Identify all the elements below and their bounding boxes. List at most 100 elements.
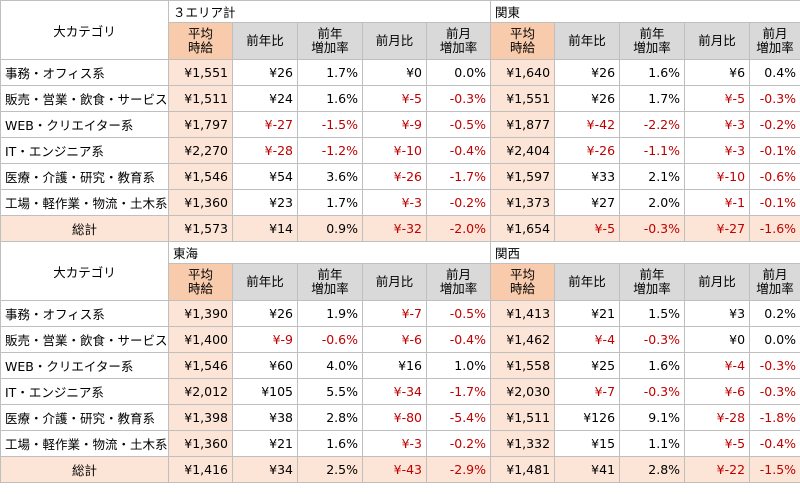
cell-yoy-rate: 1.6%: [619, 352, 686, 379]
cell-mom-diff: ¥-34: [362, 378, 427, 405]
column-header-line: 増加率: [311, 40, 349, 55]
column-header-line: 前月: [762, 26, 788, 41]
column-header-row: 平均 時給 前年比 前年 増加率 前月比 前月 増加率 平均 時給 前年比 前年 増加率 前月比 前月 増加率: [1, 263, 800, 301]
cell-mom-diff: ¥-26: [362, 163, 427, 190]
cell-mom-diff: ¥3: [684, 300, 751, 327]
column-header-yoy-diff: 前年比: [232, 263, 298, 301]
cell-yoy-diff: ¥-7: [554, 378, 621, 405]
column-header-line: 時給: [187, 281, 213, 296]
cell-yoy-rate: 1.5%: [619, 300, 686, 327]
column-header-line: 前年比: [568, 274, 606, 289]
cell-avg-wage: ¥1,360: [168, 430, 233, 457]
category-label: IT・エンジニア系: [0, 137, 169, 164]
cell-mom-diff: ¥16: [362, 352, 427, 379]
cell-yoy-rate: 2.0%: [619, 189, 686, 216]
wage-table-body: 大カテゴリ ３エリア計 関東 平均 時給 前年比 前年 増加率 前月比 前月 増加率 平均 時給 前年比前…: [0, 0, 800, 483]
cell-yoy-rate: -1.1%: [619, 137, 686, 164]
cell-avg-wage: ¥1,877: [490, 111, 556, 138]
cell-mom-rate: -0.3%: [749, 352, 800, 379]
cell-avg-wage: ¥1,373: [490, 189, 556, 216]
cell-mom-diff: ¥0: [684, 326, 751, 353]
cell-yoy-rate: 1.6%: [297, 85, 363, 112]
cell-yoy-diff: ¥26: [554, 85, 621, 112]
cell-yoy-rate: -0.3%: [619, 326, 686, 353]
total-row: 総計 ¥1,416 ¥34 2.5% ¥-43 -2.9% ¥1,481 ¥41 2.8% ¥-2…: [0, 456, 800, 483]
cell-avg-wage: ¥1,511: [490, 404, 556, 431]
cell-mom-diff: ¥0: [362, 59, 427, 86]
column-header-line: 前月比: [698, 33, 736, 48]
cell-yoy-diff: ¥15: [554, 430, 621, 457]
cell-avg-wage: ¥1,546: [168, 163, 233, 190]
cell-yoy-rate: 4.0%: [297, 352, 363, 379]
cell-mom-diff: ¥-3: [362, 430, 427, 457]
category-label: 事務・オフィス系: [0, 300, 169, 327]
table-row: IT・エンジニア系 ¥2,270 ¥-28 -1.2% ¥-10 -0.4% ¥2,404 ¥…: [0, 137, 800, 164]
cell-yoy-diff: ¥23: [232, 189, 298, 216]
cell-yoy-diff: ¥21: [554, 300, 621, 327]
cell-yoy-rate: 3.6%: [297, 163, 363, 190]
total-cell-mom-rate: -2.0%: [425, 215, 492, 242]
column-header-row: 平均 時給 前年比 前年 増加率 前月比 前月 増加率 平均 時給 前年比 前年 増加率 前月比 前月 増加率: [1, 22, 800, 60]
total-label: 総計: [0, 215, 169, 242]
cell-mom-rate: -0.4%: [425, 137, 492, 164]
cell-yoy-diff: ¥33: [554, 163, 621, 190]
cell-yoy-diff: ¥-26: [554, 137, 621, 164]
column-header-line: 平均: [510, 26, 536, 41]
cell-yoy-rate: -1.5%: [297, 111, 363, 138]
cell-mom-diff: ¥-10: [362, 137, 427, 164]
category-label: WEB・クリエイター系: [0, 111, 169, 138]
cell-yoy-diff: ¥-28: [232, 137, 298, 164]
column-header-mom-rate: 前月 増加率: [425, 22, 492, 60]
cell-mom-diff: ¥-5: [362, 85, 427, 112]
cell-avg-wage: ¥1,398: [168, 404, 233, 431]
cell-mom-rate: -0.3%: [425, 85, 492, 112]
column-header-yoy-diff: 前年比: [232, 22, 298, 60]
cell-mom-rate: -0.3%: [749, 378, 800, 405]
column-header-mom-rate: 前月 増加率: [749, 263, 800, 301]
cell-avg-wage: ¥1,360: [168, 189, 233, 216]
total-cell-yoy-diff: ¥14: [232, 215, 298, 242]
category-label: IT・エンジニア系: [0, 378, 169, 405]
cell-avg-wage: ¥1,597: [490, 163, 556, 190]
column-header-avg-wage: 平均 時給: [490, 22, 556, 60]
cell-yoy-diff: ¥-27: [232, 111, 298, 138]
total-cell-avg-wage: ¥1,573: [168, 215, 233, 242]
column-header-mom-diff: 前月比: [684, 263, 751, 301]
total-label: 総計: [0, 456, 169, 483]
cell-yoy-rate: 1.6%: [297, 430, 363, 457]
cell-mom-rate: -0.4%: [425, 326, 492, 353]
cell-yoy-diff: ¥25: [554, 352, 621, 379]
column-header-line: 前年: [639, 267, 665, 282]
column-header-line: 平均: [510, 267, 536, 282]
column-header-line: 増加率: [756, 40, 794, 55]
column-header-yoy-diff: 前年比: [554, 263, 621, 301]
total-cell-avg-wage: ¥1,416: [168, 456, 233, 483]
cell-yoy-diff: ¥105: [232, 378, 298, 405]
total-row: 総計 ¥1,573 ¥14 0.9% ¥-32 -2.0% ¥1,654 ¥-5 -0.3% ¥-…: [0, 215, 800, 242]
cell-yoy-diff: ¥54: [232, 163, 298, 190]
column-header-yoy-rate: 前年 増加率: [619, 22, 686, 60]
column-header-line: 前年: [317, 26, 343, 41]
table-row: 販売・営業・飲食・サービス系 ¥1,511 ¥24 1.6% ¥-5 -0.3% ¥1,55…: [0, 85, 800, 112]
cell-yoy-rate: -0.3%: [619, 378, 686, 405]
cell-mom-rate: -0.5%: [425, 111, 492, 138]
column-header-mom-diff: 前月比: [362, 22, 427, 60]
column-header-line: 増加率: [633, 40, 671, 55]
cell-mom-diff: ¥-28: [684, 404, 751, 431]
cell-yoy-rate: 1.7%: [297, 189, 363, 216]
column-header-line: 前年比: [246, 33, 284, 48]
cell-mom-rate: -0.1%: [749, 137, 800, 164]
column-header-line: 時給: [510, 281, 536, 296]
cell-mom-rate: -0.4%: [749, 430, 800, 457]
total-cell-mom-rate: -1.6%: [749, 215, 800, 242]
total-cell-avg-wage: ¥1,654: [490, 215, 556, 242]
cell-avg-wage: ¥2,270: [168, 137, 233, 164]
cell-mom-rate: -0.6%: [749, 163, 800, 190]
cell-yoy-diff: ¥27: [554, 189, 621, 216]
cell-yoy-rate: -2.2%: [619, 111, 686, 138]
cell-avg-wage: ¥1,413: [490, 300, 556, 327]
category-header: 大カテゴリ: [0, 241, 169, 301]
cell-mom-diff: ¥-3: [684, 111, 751, 138]
cell-mom-diff: ¥-3: [362, 189, 427, 216]
